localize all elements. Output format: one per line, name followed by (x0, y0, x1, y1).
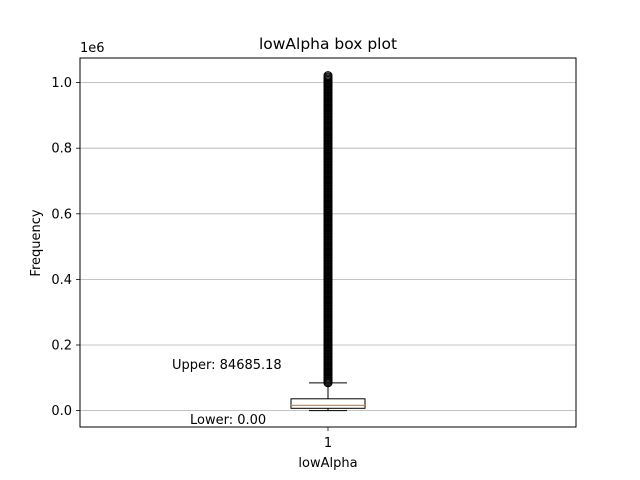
y-tick-label: 0.6 (51, 207, 72, 222)
y-tick-label: 0.0 (51, 404, 72, 419)
axes: 0.0 0.2 0.4 0.6 0.8 1.0 1 (51, 76, 332, 451)
y-tick-label: 0.4 (51, 273, 72, 288)
y-tick-label: 0.8 (51, 142, 72, 157)
y-offset-label: 1e6 (80, 41, 105, 56)
y-axis-label: Frequency (29, 209, 44, 276)
outlier-point (323, 71, 333, 81)
upper-annotation: Upper: 84685.18 (172, 358, 282, 373)
lower-annotation: Lower: 0.00 (190, 413, 266, 428)
chart-title: lowAlpha box plot (259, 35, 397, 53)
outlier-points (323, 71, 333, 388)
x-axis-label: lowAlpha (298, 456, 357, 471)
x-tick-label: 1 (324, 436, 332, 451)
plot-area: Upper: 84685.18 Lower: 0.00 (172, 71, 366, 428)
y-tick-label: 1.0 (51, 76, 72, 91)
iqr-box (290, 398, 366, 409)
y-tick-label: 0.2 (51, 339, 72, 354)
